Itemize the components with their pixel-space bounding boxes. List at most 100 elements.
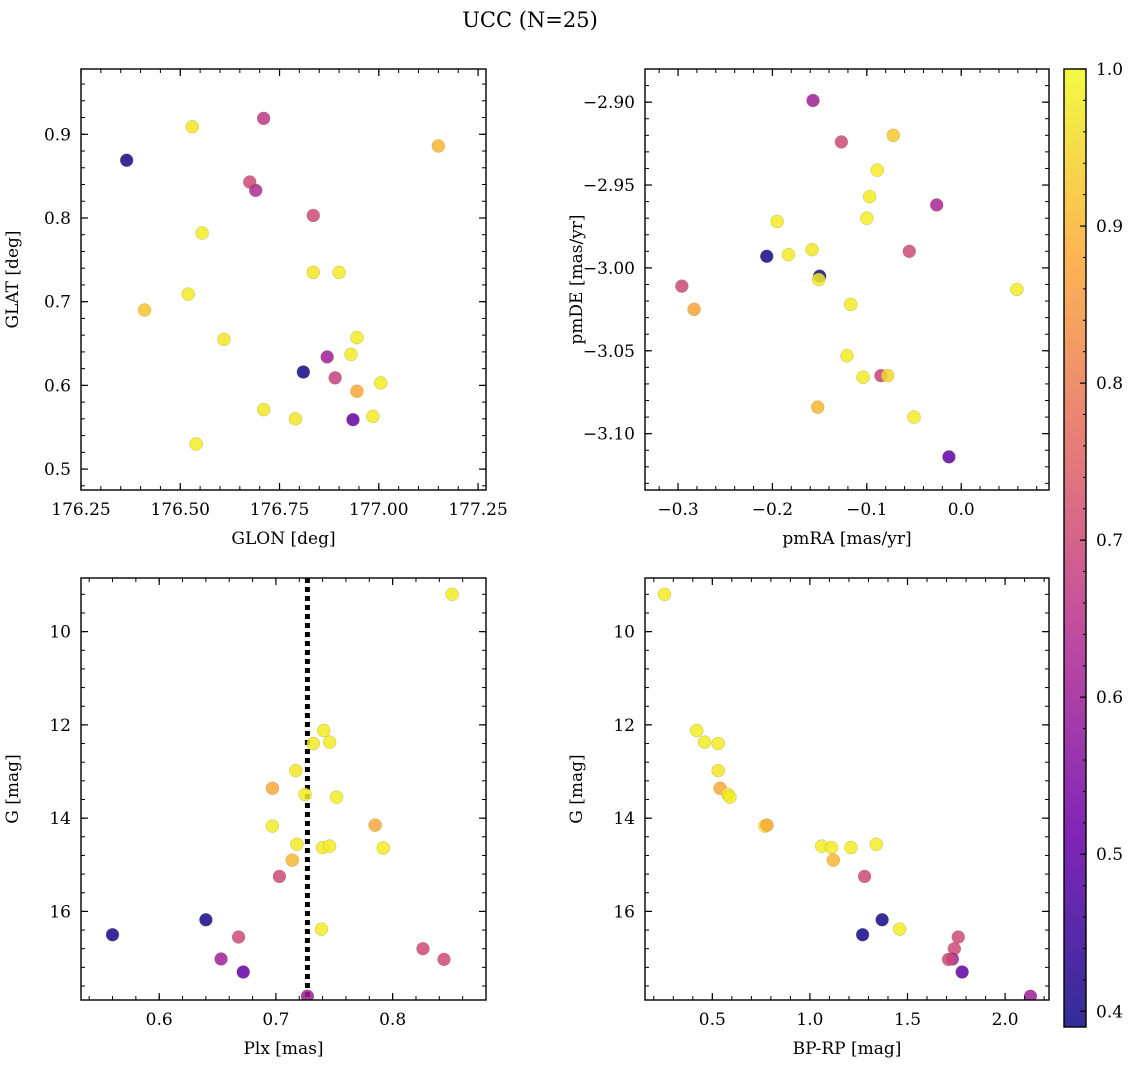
data-point	[834, 135, 849, 149]
data-point	[844, 840, 858, 855]
y-tick-label: 0.6	[44, 376, 71, 396]
x-tick-label: −0.3	[657, 500, 698, 520]
data-point	[760, 249, 774, 264]
x-tick-label: 177.25	[448, 500, 507, 520]
data-point	[328, 371, 342, 385]
x-axis-label: GLON [deg]	[231, 529, 335, 549]
data-point	[248, 183, 263, 198]
data-point	[760, 818, 774, 832]
data-point	[445, 587, 459, 602]
data-point	[265, 819, 280, 833]
data-point	[711, 763, 725, 778]
x-tick-label: 0.7	[262, 1010, 289, 1030]
y-axis-label: GLAT [deg]	[3, 230, 23, 328]
data-point	[907, 410, 921, 424]
axes-frame	[80, 577, 487, 1001]
data-point	[860, 211, 874, 225]
x-axis-label: Plx [mas]	[243, 1039, 323, 1059]
x-tick-label: 176.75	[250, 500, 309, 520]
x-tick-label: 0.0	[948, 500, 975, 520]
data-point	[332, 265, 346, 280]
data-point	[217, 332, 231, 347]
y-tick-label: 0.5	[44, 460, 71, 480]
data-point	[689, 723, 704, 738]
data-point	[296, 365, 311, 379]
data-point	[344, 347, 358, 362]
y-tick-label: −3.10	[583, 425, 635, 445]
data-point	[322, 735, 337, 749]
data-point	[697, 735, 712, 749]
panel-pm: −0.3 −0.2 −0.1 0.0 −2.90 −2.95 −3.00 −3.05 −3.10…	[567, 68, 1050, 549]
data-point	[941, 952, 956, 967]
data-point	[902, 244, 917, 259]
y-tick-label: 10	[613, 623, 635, 643]
axes-frame	[644, 577, 1050, 1001]
data-point	[185, 120, 199, 134]
data-point	[306, 265, 321, 280]
y-axis-label: G [mag]	[567, 754, 587, 823]
data-point	[870, 163, 884, 177]
x-tick-label: 1.5	[894, 1010, 921, 1030]
data-point	[657, 587, 672, 602]
x-tick-label: 176.25	[51, 500, 110, 520]
data-point	[346, 412, 360, 427]
data-point	[119, 153, 134, 167]
x-axis-label: pmRA [mas/yr]	[782, 529, 911, 549]
data-point	[317, 723, 331, 738]
colorbar-tick-label: 0.6	[1096, 688, 1123, 708]
data-point	[214, 952, 228, 966]
data-point	[320, 350, 334, 364]
data-point	[285, 853, 300, 867]
data-point	[195, 226, 209, 240]
data-point	[826, 853, 841, 867]
y-tick-label: 0.9	[44, 125, 71, 145]
data-point	[892, 922, 907, 936]
x-axis-label: BP-RP [mag]	[793, 1039, 902, 1059]
data-point	[189, 437, 203, 451]
data-point	[376, 841, 391, 855]
colorbar-frame	[1063, 68, 1087, 1028]
y-tick-label: −2.90	[583, 93, 635, 113]
x-tick-label: 0.8	[379, 1010, 406, 1030]
y-tick-label: 16	[49, 902, 71, 922]
y-tick-label: 0.7	[44, 293, 71, 313]
data-point	[869, 837, 884, 852]
data-point	[437, 952, 451, 967]
y-tick-label: 14	[49, 809, 71, 829]
data-point	[951, 930, 965, 944]
x-tick-label: 0.5	[699, 1010, 726, 1030]
x-tick-label: 1.0	[796, 1010, 823, 1030]
data-point	[416, 941, 430, 956]
data-point	[856, 370, 870, 385]
data-point	[105, 927, 120, 942]
y-tick-label: −3.05	[583, 342, 635, 362]
x-tick-label: 177.00	[349, 500, 408, 520]
data-point	[306, 736, 321, 751]
axes-frame	[644, 68, 1050, 491]
data-point	[272, 869, 287, 884]
data-point	[350, 330, 364, 345]
data-point	[322, 839, 337, 853]
data-point	[855, 927, 870, 942]
data-point	[329, 790, 344, 804]
data-point	[306, 208, 321, 223]
data-point	[236, 965, 250, 979]
data-point	[374, 376, 388, 390]
data-point	[806, 93, 820, 108]
data-point	[711, 736, 725, 751]
data-point	[368, 818, 382, 832]
data-point	[857, 869, 872, 884]
data-point	[770, 214, 784, 229]
panel-plx: 0.6 0.7 0.8 10 12 14 16 Plx [mas] G [mag]	[3, 577, 487, 1059]
data-point	[862, 189, 877, 204]
data-point	[781, 247, 796, 262]
data-point	[810, 400, 825, 414]
data-point	[824, 840, 839, 855]
colorbar-tick-label: 0.4	[1096, 1002, 1123, 1022]
data-point	[256, 402, 271, 417]
points-cmd	[657, 587, 1038, 1000]
y-axis-label: G [mag]	[3, 754, 23, 823]
data-point	[366, 409, 380, 424]
data-point	[875, 913, 889, 927]
